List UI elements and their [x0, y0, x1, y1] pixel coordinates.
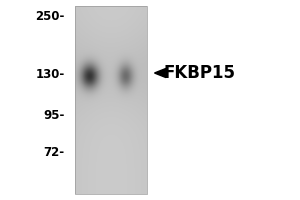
- Text: FKBP15: FKBP15: [164, 64, 236, 82]
- Bar: [75, 6, 147, 194]
- Polygon shape: [154, 68, 166, 78]
- Text: 130-: 130-: [35, 68, 64, 80]
- Text: 250-: 250-: [35, 9, 64, 22]
- Text: 72-: 72-: [44, 146, 64, 158]
- Text: 95-: 95-: [43, 109, 64, 122]
